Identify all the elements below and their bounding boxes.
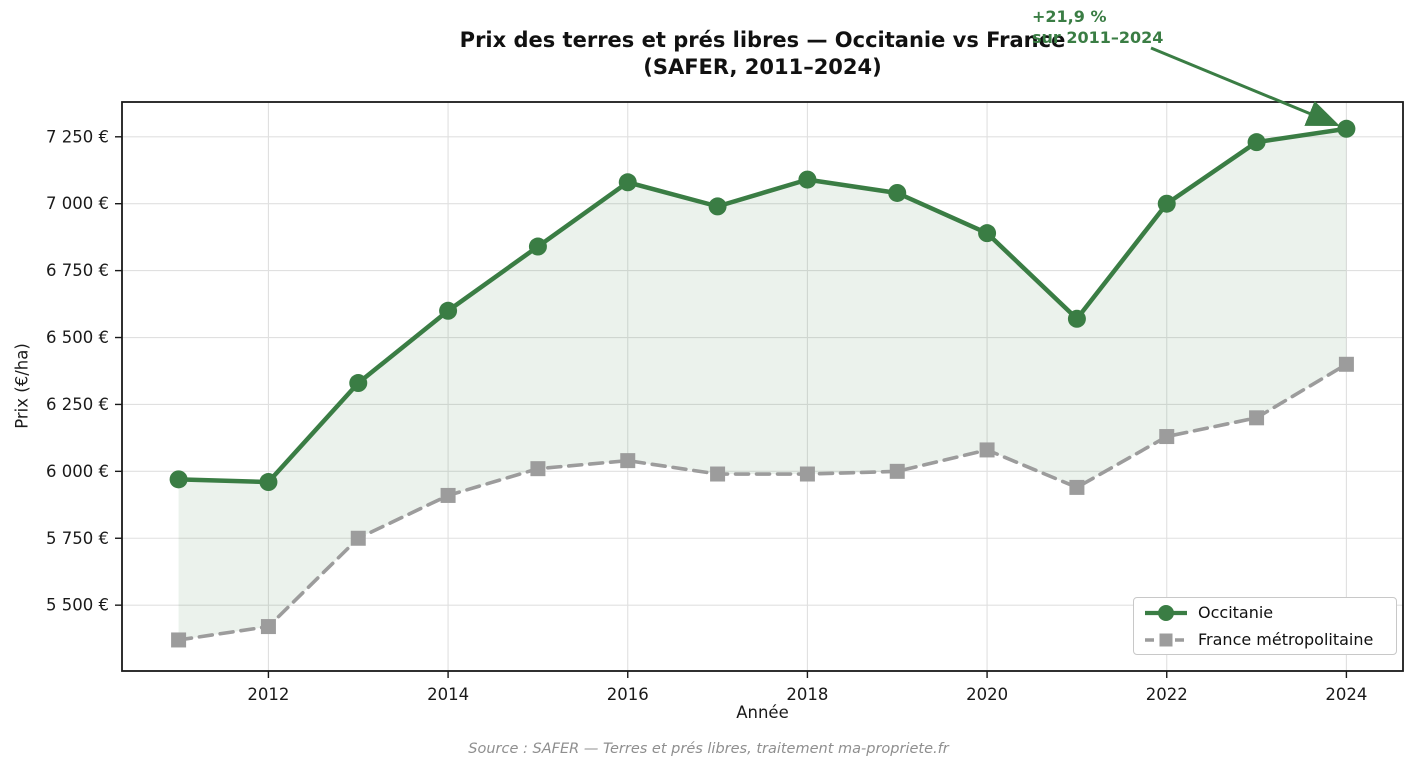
data-point-occitanie xyxy=(439,301,458,320)
legend-label-occitanie: Occitanie xyxy=(1198,603,1274,622)
y-tick-label: 7 000 € xyxy=(46,194,109,213)
source-caption: Source : SAFER — Terres et prés libres, … xyxy=(468,741,949,757)
annotation-arrow xyxy=(1150,46,1340,127)
y-tick-label: 6 500 € xyxy=(46,328,109,347)
chart-title-line1: Prix des terres et prés libres — Occitan… xyxy=(459,28,1066,52)
data-point-france-m-tropolitaine xyxy=(979,442,995,458)
data-point-france-m-tropolitaine xyxy=(710,466,726,482)
data-point-france-m-tropolitaine xyxy=(1338,356,1354,372)
legend-item-occitanie: Occitanie xyxy=(1143,601,1396,625)
x-tick-label: 2024 xyxy=(1325,685,1367,704)
x-tick-label: 2022 xyxy=(1146,685,1188,704)
data-point-france-m-tropolitaine xyxy=(440,487,456,503)
data-point-france-m-tropolitaine xyxy=(620,453,636,469)
x-tick-label: 2018 xyxy=(786,685,828,704)
legend-line-square-icon xyxy=(1145,633,1187,646)
legend-item-france-m-tropolitaine: France métropolitaine xyxy=(1143,628,1396,652)
plot-border xyxy=(121,101,1404,672)
data-point-france-m-tropolitaine xyxy=(171,632,187,648)
series-line-france-m-tropolitaine xyxy=(176,362,1349,642)
series-line-occitanie xyxy=(176,126,1349,485)
data-point-france-m-tropolitaine xyxy=(1069,479,1085,495)
data-point-occitanie xyxy=(528,237,547,256)
data-point-occitanie xyxy=(1247,133,1266,152)
data-point-occitanie xyxy=(618,173,637,192)
x-tick-label: 2012 xyxy=(247,685,289,704)
chart-title-line2: (SAFER, 2011–2024) xyxy=(643,55,882,79)
y-tick-label: 6 750 € xyxy=(46,261,109,280)
growth-annotation-line2: sur 2011–2024 xyxy=(1032,28,1164,47)
data-point-occitanie xyxy=(169,470,188,489)
fill-between-area xyxy=(178,128,1347,640)
data-point-occitanie xyxy=(978,224,997,243)
y-tick-label: 6 000 € xyxy=(46,462,109,481)
y-tick-label: 7 250 € xyxy=(46,127,109,146)
x-tick-label: 2016 xyxy=(607,685,649,704)
legend-line-circle-icon xyxy=(1145,604,1187,621)
y-tick-label: 5 750 € xyxy=(46,529,109,548)
x-tick-label: 2020 xyxy=(966,685,1008,704)
chart-title: Prix des terres et prés libres — Occitan… xyxy=(122,27,1403,81)
y-tick-label: 5 500 € xyxy=(46,596,109,615)
legend: Occitanie France métropolitaine xyxy=(1133,597,1397,655)
data-point-france-m-tropolitaine xyxy=(350,530,366,546)
data-point-occitanie xyxy=(1337,119,1356,138)
x-tick-label: 2014 xyxy=(427,685,469,704)
data-point-france-m-tropolitaine xyxy=(530,461,546,477)
data-point-france-m-tropolitaine xyxy=(260,619,276,635)
data-point-france-m-tropolitaine xyxy=(799,466,815,482)
x-axis-label: Année xyxy=(736,703,789,722)
data-point-occitanie xyxy=(708,197,727,216)
data-point-france-m-tropolitaine xyxy=(1159,429,1175,445)
growth-annotation-line1: +21,9 % xyxy=(1032,7,1107,26)
data-point-occitanie xyxy=(1067,309,1086,328)
y-axis-label: Prix (€/ha) xyxy=(12,343,32,429)
data-point-occitanie xyxy=(259,473,278,492)
y-tick-label: 6 250 € xyxy=(46,395,109,414)
data-point-france-m-tropolitaine xyxy=(889,463,905,479)
data-point-occitanie xyxy=(888,183,907,202)
legend-label-france-m-tropolitaine: France métropolitaine xyxy=(1198,630,1374,649)
data-point-occitanie xyxy=(1157,194,1176,213)
data-point-occitanie xyxy=(798,170,817,189)
growth-annotation: +21,9 % sur 2011–2024 xyxy=(1032,6,1163,48)
data-point-france-m-tropolitaine xyxy=(1249,410,1265,426)
data-point-occitanie xyxy=(349,374,368,393)
